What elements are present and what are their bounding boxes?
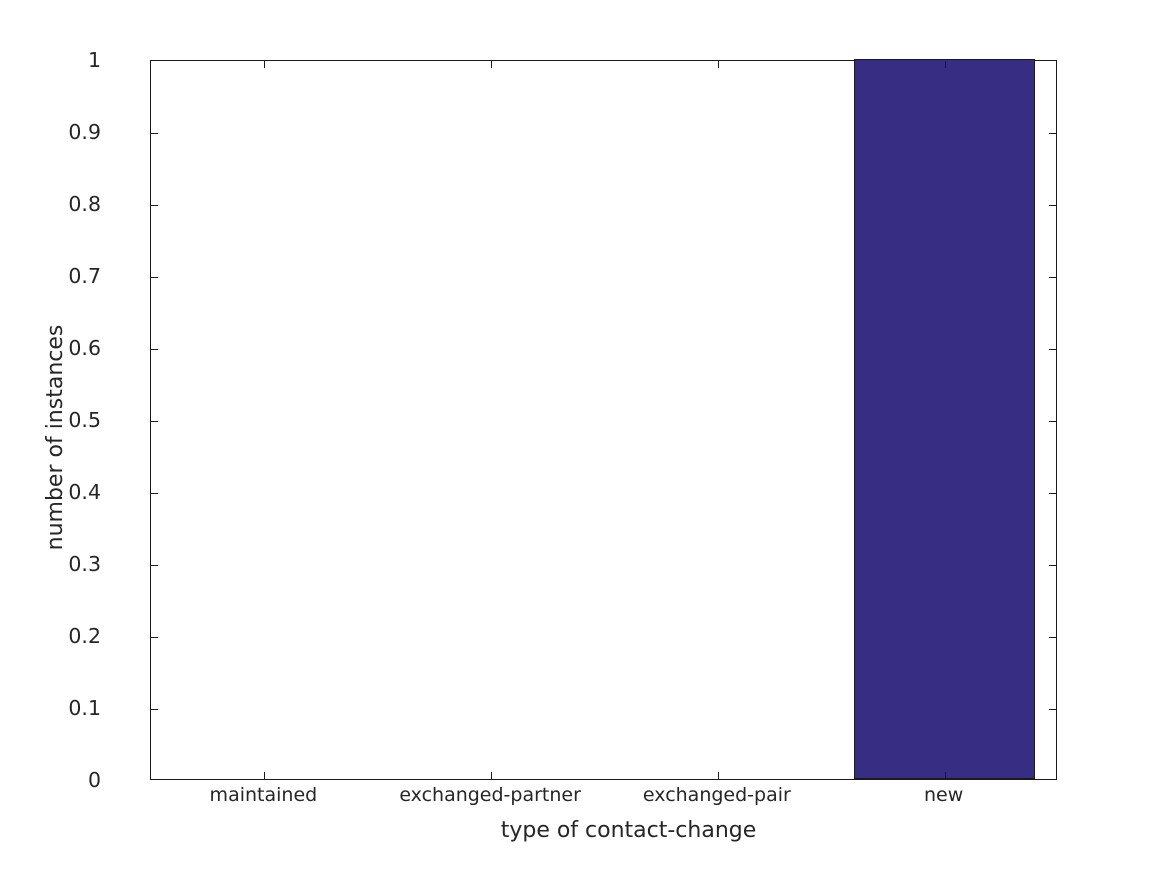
y-tick-left bbox=[151, 709, 158, 710]
x-tick-bottom bbox=[717, 772, 719, 779]
x-tick-bottom bbox=[944, 772, 946, 779]
y-tick-label: 0.4 bbox=[68, 480, 101, 504]
bar-series-layer bbox=[151, 59, 1056, 779]
y-axis-title-text: number of instances bbox=[43, 324, 68, 551]
y-tick-label: 0.8 bbox=[68, 192, 101, 216]
y-tick-right bbox=[1049, 565, 1056, 566]
y-tick-label: 0.9 bbox=[68, 120, 101, 144]
x-tick-top bbox=[944, 61, 946, 68]
y-tick-right bbox=[1049, 493, 1056, 494]
y-tick-label: 0.2 bbox=[68, 624, 101, 648]
y-tick-label: 0.6 bbox=[68, 336, 101, 360]
y-tick-right bbox=[1049, 205, 1056, 206]
y-tick-right bbox=[1049, 277, 1056, 278]
y-axis-title: number of instances bbox=[43, 0, 112, 875]
x-tick-top bbox=[264, 61, 266, 68]
plot-area bbox=[150, 59, 1057, 780]
y-tick-left bbox=[151, 421, 158, 422]
x-axis-title-text: type of contact-change bbox=[500, 818, 757, 843]
x-tick-label-new: new bbox=[923, 784, 964, 806]
y-tick-label: 0.3 bbox=[68, 552, 101, 576]
x-tick-top bbox=[717, 61, 719, 68]
y-tick-left bbox=[151, 493, 158, 494]
bar-new bbox=[853, 59, 1036, 779]
y-tick-left bbox=[151, 133, 158, 134]
y-tick-left bbox=[151, 565, 158, 566]
x-tick-label-exchanged-partner: exchanged-partner bbox=[399, 784, 581, 806]
y-tick-label: 1 bbox=[87, 48, 101, 72]
y-tick-right bbox=[1049, 133, 1056, 134]
y-tick-label: 0.1 bbox=[68, 696, 101, 720]
x-axis-title: type of contact-change bbox=[0, 818, 1167, 843]
y-tick-right bbox=[1049, 421, 1056, 422]
y-tick-left bbox=[151, 637, 158, 638]
y-tick-left bbox=[151, 205, 158, 206]
y-tick-label: 0.7 bbox=[68, 264, 101, 288]
x-tick-bottom bbox=[491, 772, 493, 779]
y-tick-left bbox=[151, 349, 158, 350]
y-tick-right bbox=[1049, 349, 1056, 350]
x-tick-label-maintained: maintained bbox=[209, 784, 318, 806]
y-tick-right bbox=[1049, 709, 1056, 710]
y-tick-label: 0.5 bbox=[68, 408, 101, 432]
y-tick-label: 0 bbox=[87, 768, 101, 792]
x-tick-label-exchanged-pair: exchanged-pair bbox=[642, 784, 791, 806]
x-tick-bottom bbox=[264, 772, 266, 779]
y-tick-right bbox=[1049, 637, 1056, 638]
x-tick-top bbox=[491, 61, 493, 68]
y-tick-left bbox=[151, 277, 158, 278]
